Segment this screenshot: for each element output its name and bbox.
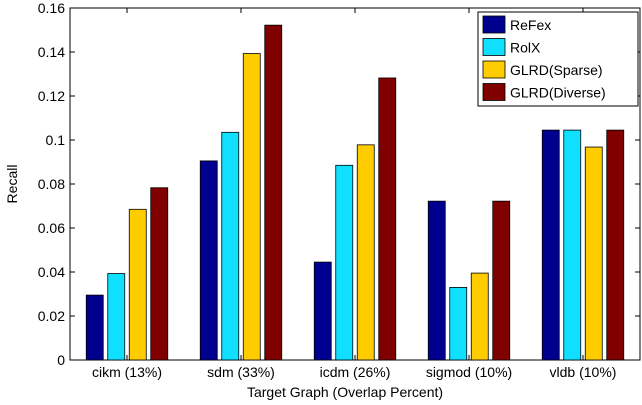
y-tick-label: 0.14 (38, 44, 65, 60)
legend-label: GLRD(Sparse) (510, 62, 603, 78)
y-tick-label: 0.08 (38, 176, 65, 192)
x-tick-label: vldb (10%) (550, 364, 617, 380)
legend-swatch (482, 38, 506, 56)
x-axis: cikm (13%) sdm (33%) icdm (26%) sigmod (10%… (92, 8, 616, 380)
bar-refex-3 (427, 200, 446, 361)
bar-glrd-diverse--3 (492, 200, 511, 361)
y-tick-label: 0.16 (38, 0, 65, 16)
bar-refex-4 (541, 129, 560, 361)
x-axis-label: Target Graph (Overlap Percent) (247, 384, 443, 400)
bar-glrd-diverse--2 (378, 77, 397, 361)
legend-swatch (482, 83, 506, 101)
bar-rolx-3 (449, 286, 468, 361)
bar-rolx-2 (335, 164, 354, 361)
bar-glrd-diverse--0 (150, 187, 169, 361)
bar-glrd-diverse--1 (264, 24, 283, 361)
y-tick-label: 0.12 (38, 88, 65, 104)
legend: ReFex RolX GLRD(Sparse) GLRD(Diverse) (477, 11, 639, 107)
y-tick-label: 0.02 (38, 308, 65, 324)
legend-label: GLRD(Diverse) (510, 85, 606, 101)
bars-group (85, 24, 625, 361)
y-tick-label: 0.1 (46, 132, 66, 148)
legend-swatch (482, 15, 506, 34)
bar-rolx-4 (563, 129, 582, 361)
bar-glrd-sparse--0 (128, 208, 147, 361)
bar-rolx-0 (107, 273, 126, 361)
x-tick-label: cikm (13%) (92, 364, 162, 380)
x-tick-label: sdm (33%) (207, 364, 275, 380)
legend-label: ReFex (510, 17, 551, 33)
legend-label: RolX (510, 40, 541, 56)
bar-glrd-sparse--1 (242, 53, 261, 361)
y-tick-label: 0.06 (38, 220, 65, 236)
legend-swatch (482, 60, 506, 79)
y-axis-label: Recall (4, 165, 20, 204)
y-tick-label: 0.04 (38, 264, 65, 280)
bar-glrd-diverse--4 (606, 129, 625, 361)
bar-glrd-sparse--2 (356, 144, 375, 361)
y-tick-label: 0 (57, 352, 65, 368)
bar-refex-1 (199, 160, 218, 361)
bar-glrd-sparse--4 (584, 146, 603, 361)
bar-rolx-1 (221, 131, 240, 361)
bar-refex-2 (313, 261, 332, 361)
x-tick-label: sigmod (10%) (426, 364, 512, 380)
bar-refex-0 (85, 294, 104, 361)
y-axis: 0 0.02 0.04 0.06 0.08 0.1 0.12 0.14 0.16 (38, 0, 640, 368)
x-tick-label: icdm (26%) (320, 364, 391, 380)
bar-glrd-sparse--3 (470, 272, 489, 361)
